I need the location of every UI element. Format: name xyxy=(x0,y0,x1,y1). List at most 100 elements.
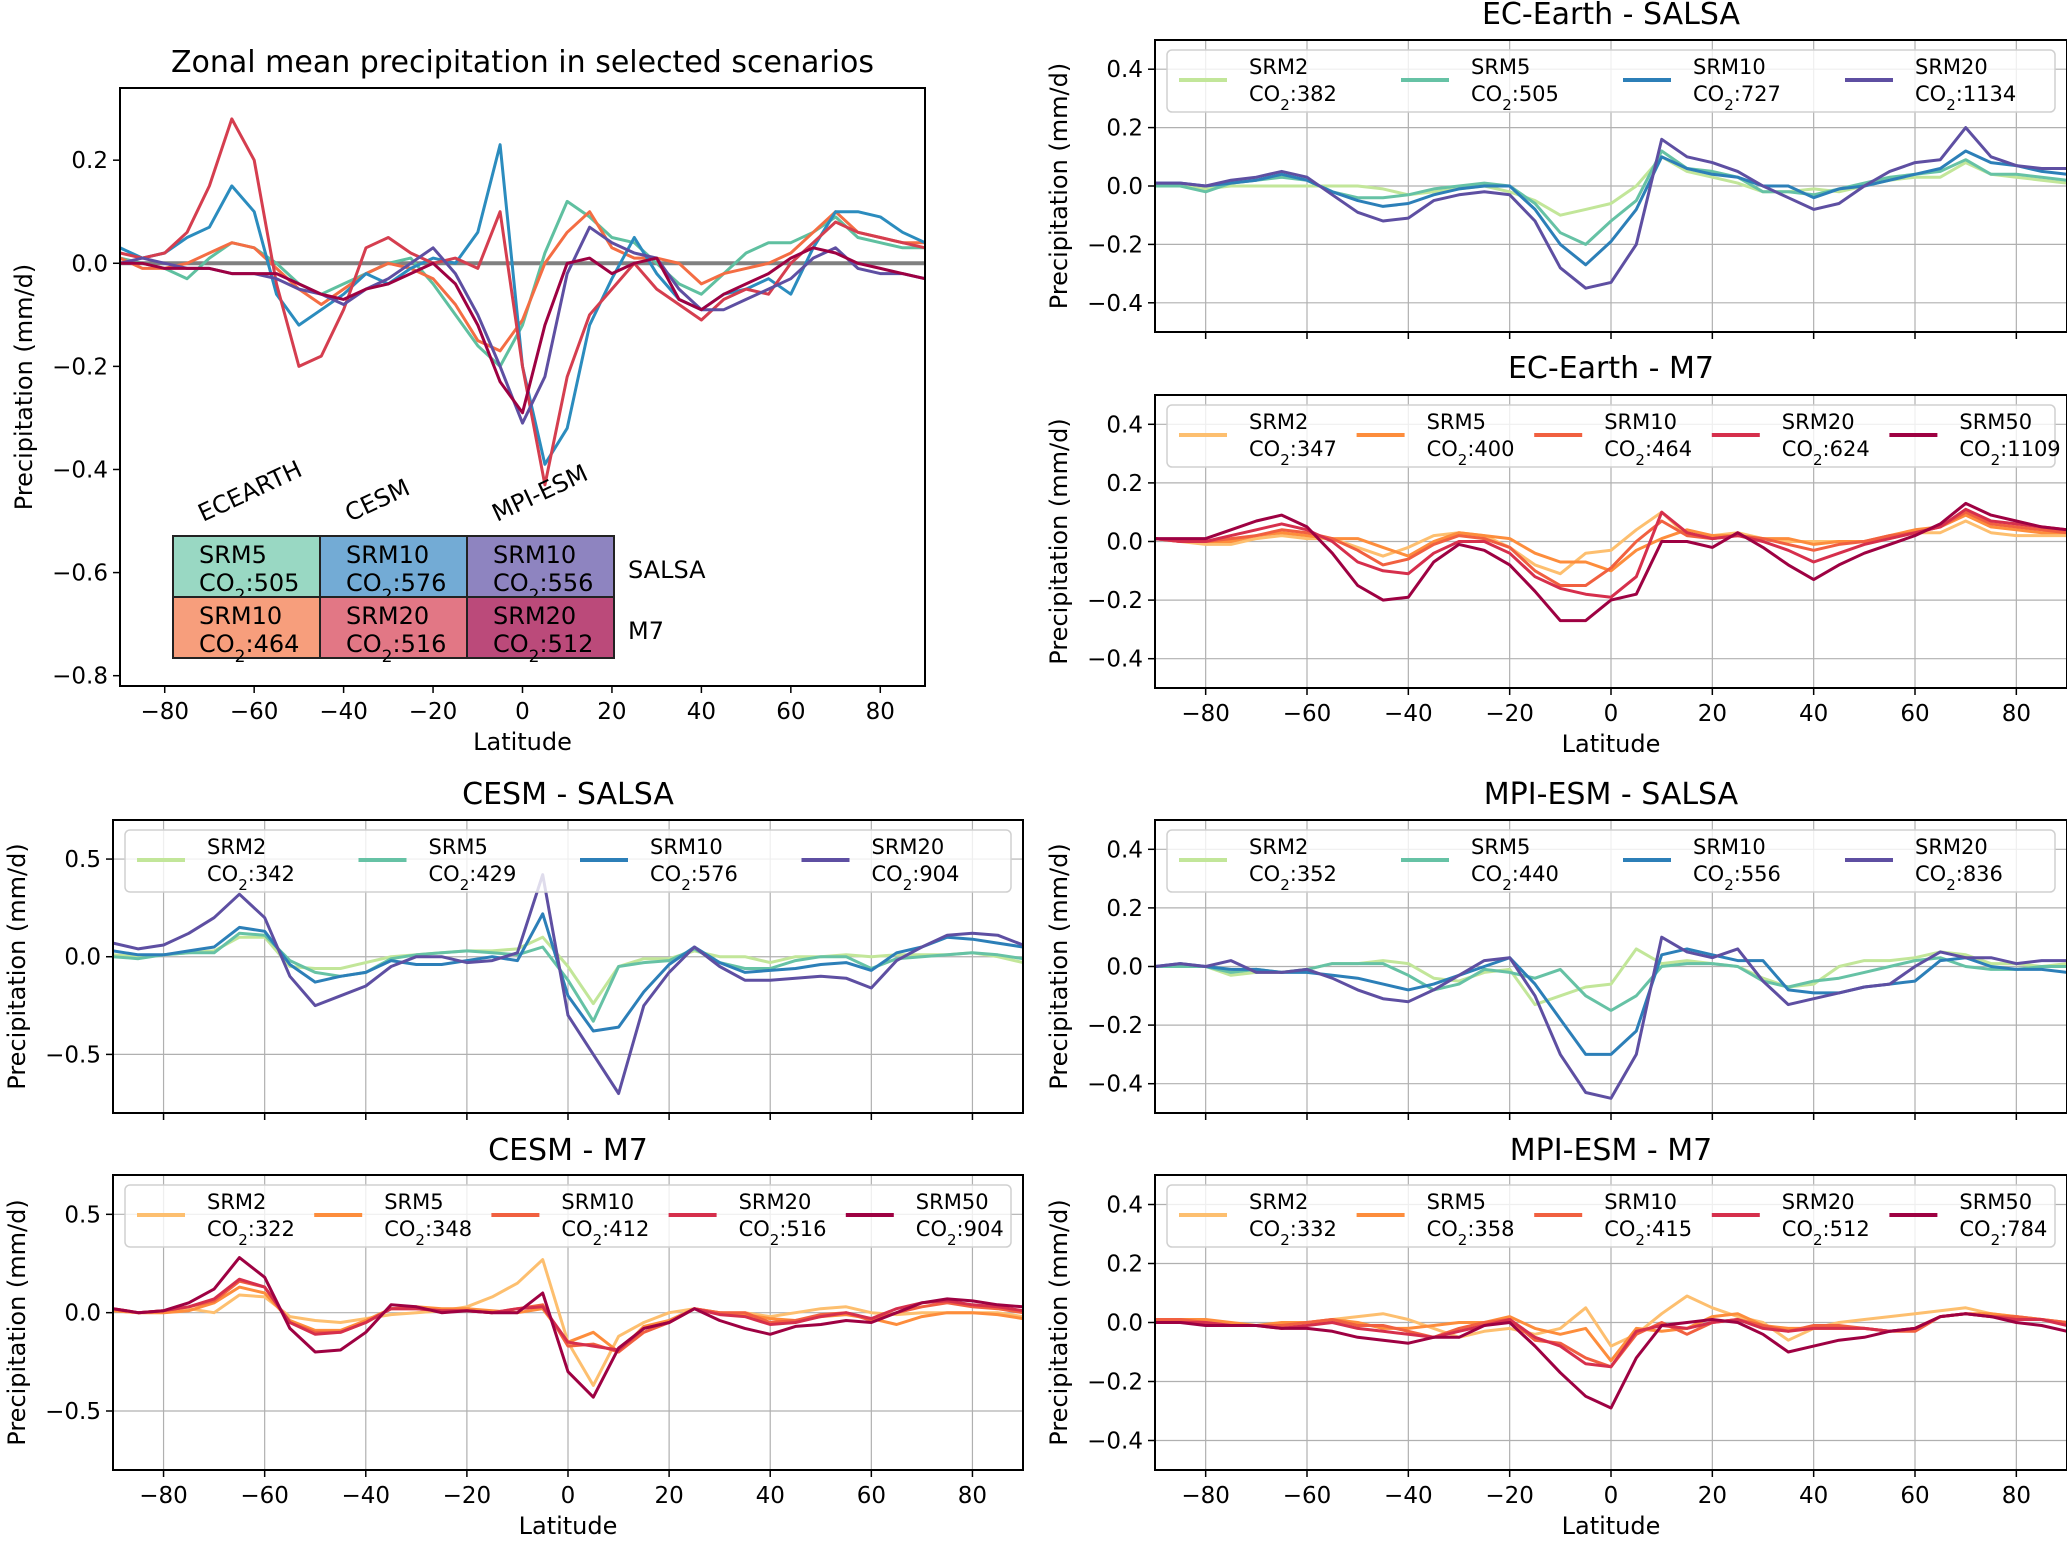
legend: SRM2CO2:332SRM5CO2:358SRM10CO2:415SRM20C… xyxy=(1166,1184,2056,1249)
chart-title: EC-Earth - SALSA xyxy=(1482,0,1741,32)
legend-box xyxy=(1166,1184,2056,1248)
legend-label-scenario: SRM5 xyxy=(1471,835,1530,859)
y-axis-label: Precipitation (mm/d) xyxy=(3,1199,31,1445)
x-tick-label: −20 xyxy=(1485,701,1534,727)
table-row-header: SALSA xyxy=(628,556,706,584)
legend-label-scenario: SRM50 xyxy=(916,1190,989,1214)
legend-label-scenario: SRM10 xyxy=(1604,410,1677,434)
x-tick-label: −80 xyxy=(140,699,189,725)
x-axis-label: Latitude xyxy=(473,728,572,756)
series-line-srm20 xyxy=(1155,935,2067,1100)
legend-label-scenario: SRM2 xyxy=(1249,1190,1308,1214)
x-tick-label: 0 xyxy=(1604,701,1619,727)
x-tick-label: 80 xyxy=(2002,701,2031,727)
x-tick-label: −20 xyxy=(409,699,458,725)
table-column-header: MPI-ESM xyxy=(488,459,592,527)
x-tick-label: −80 xyxy=(1181,701,1230,727)
x-tick-label: −40 xyxy=(319,699,368,725)
legend-box xyxy=(1166,49,2056,113)
legend-label-scenario: SRM2 xyxy=(1249,835,1308,859)
y-tick-label: 0.4 xyxy=(1106,837,1143,863)
x-tick-label: −60 xyxy=(230,699,279,725)
x-tick-label: 80 xyxy=(2002,1483,2031,1509)
legend-label-scenario: SRM5 xyxy=(1427,1190,1486,1214)
legend-box xyxy=(1166,404,2056,468)
legend: SRM2CO2:322SRM5CO2:348SRM10CO2:412SRM20C… xyxy=(124,1184,1012,1249)
legend-label-scenario: SRM10 xyxy=(650,835,723,859)
y-axis-label: Precipitation (mm/d) xyxy=(1045,418,1073,664)
legend-label-scenario: SRM5 xyxy=(1427,410,1486,434)
y-tick-label: −0.6 xyxy=(52,561,108,587)
y-tick-label: −0.2 xyxy=(1087,1370,1143,1396)
panel-main: −80 −60 −40 −20 0 20 40 60 80 −0.8 −0.6 −0.4 −0.2 0.0… xyxy=(10,45,926,756)
x-tick-label: −40 xyxy=(342,1483,391,1509)
y-tick-label: −0.2 xyxy=(52,354,108,380)
y-tick-label: 0.2 xyxy=(71,148,108,174)
series-line-srm5 xyxy=(1155,513,2067,573)
legend-label-scenario: SRM50 xyxy=(1959,1190,2032,1214)
legend: SRM2CO2:342SRM5CO2:429SRM10CO2:576SRM20C… xyxy=(124,829,1012,894)
series-line-srm10 xyxy=(1155,149,2067,267)
y-tick-label: 0.4 xyxy=(1106,57,1143,83)
legend: SRM2CO2:382SRM5CO2:505SRM10CO2:727SRM20C… xyxy=(1166,49,2056,114)
x-tick-label: −60 xyxy=(240,1483,289,1509)
x-axis-label: Latitude xyxy=(1562,1512,1661,1540)
legend-label-scenario: SRM20 xyxy=(739,1190,812,1214)
x-tick-label: 20 xyxy=(1698,1483,1727,1509)
table-cell-co2: CO2:512 xyxy=(493,630,593,667)
x-tick-label: −60 xyxy=(1283,701,1332,727)
legend-label-scenario: SRM2 xyxy=(1249,410,1308,434)
y-tick-label: 0.5 xyxy=(64,1202,101,1228)
y-axis-label: Precipitation (mm/d) xyxy=(1045,63,1073,309)
panel-mpiesm-m7: −80 −60 −40 −20 0 20 40 60 80 −0.4 −0.2 0.0 0.2 0.4 MP… xyxy=(1045,1133,2067,1540)
x-tick-label: −40 xyxy=(1384,1483,1433,1509)
x-tick-label: 40 xyxy=(687,699,716,725)
y-tick-label: −0.5 xyxy=(45,1042,101,1068)
y-tick-label: 0.0 xyxy=(1106,530,1143,556)
y-tick-label: −0.4 xyxy=(1087,647,1143,673)
series-line-srm10 xyxy=(1155,947,2067,1056)
series-line-srm20 xyxy=(1155,126,2067,290)
table-cell-srm: SRM20 xyxy=(493,602,576,630)
y-tick-label: 0.2 xyxy=(1106,1252,1143,1278)
x-tick-label: 20 xyxy=(1698,701,1727,727)
y-tick-label: 0.5 xyxy=(64,847,101,873)
y-tick-label: 0.0 xyxy=(1106,1311,1143,1337)
y-axis-label: Precipitation (mm/d) xyxy=(1045,843,1073,1089)
y-tick-label: −0.4 xyxy=(1087,291,1143,317)
x-axis-label: Latitude xyxy=(1562,730,1661,758)
table-cell-co2: CO2:464 xyxy=(199,630,299,667)
legend-label-scenario: SRM2 xyxy=(1249,55,1308,79)
series-line-cesm-m7-srm20-co2-516 xyxy=(120,117,925,487)
series-line-mpi-esm-m7-srm20-co2-512 xyxy=(120,246,925,415)
series-line-ecearth-m7-srm10-co2-464 xyxy=(120,210,925,353)
y-tick-label: −0.4 xyxy=(1087,1429,1143,1455)
x-tick-label: −60 xyxy=(1283,1483,1332,1509)
y-tick-label: −0.4 xyxy=(52,457,108,483)
series-line-ecearth-salsa-srm5-co2-505 xyxy=(120,199,925,368)
x-tick-label: −40 xyxy=(1384,701,1433,727)
legend-box xyxy=(124,829,1012,893)
x-tick-label: −20 xyxy=(443,1483,492,1509)
y-tick-label: 0.2 xyxy=(1106,896,1143,922)
y-tick-label: 0.2 xyxy=(1106,471,1143,497)
table-column-header: CESM xyxy=(341,473,414,527)
table-row-header: M7 xyxy=(628,617,664,645)
y-tick-label: 0.0 xyxy=(71,251,108,277)
legend-label-scenario: SRM5 xyxy=(429,835,488,859)
y-axis-label: Precipitation (mm/d) xyxy=(3,843,31,1089)
y-tick-label: 0.0 xyxy=(64,945,101,971)
x-tick-label: 40 xyxy=(756,1483,785,1509)
y-tick-label: 0.4 xyxy=(1106,1193,1143,1219)
table-column-header: ECEARTH xyxy=(194,455,307,527)
series-line-srm20 xyxy=(113,1277,1023,1352)
y-axis-label: Precipitation (mm/d) xyxy=(10,264,38,510)
x-tick-label: 60 xyxy=(857,1483,886,1509)
y-tick-label: −0.2 xyxy=(1087,232,1143,258)
